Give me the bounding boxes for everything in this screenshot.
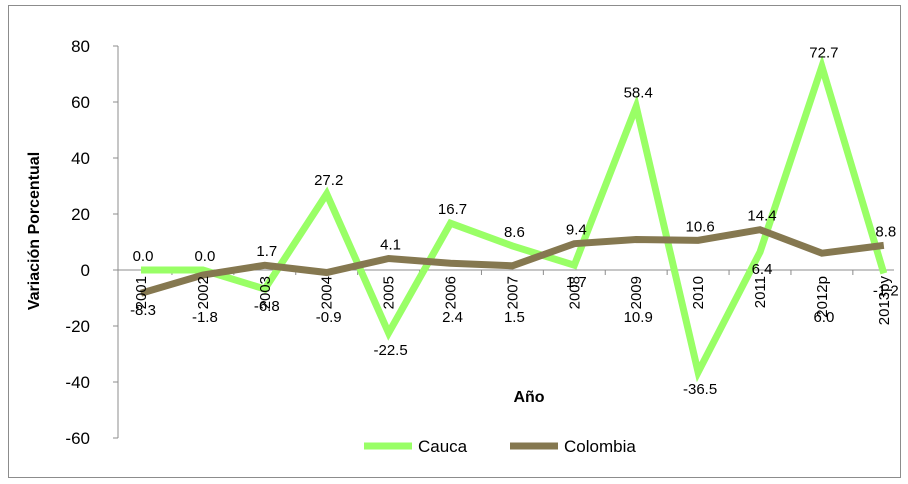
- data-label-cauca: -6.8: [254, 298, 280, 315]
- data-label-cauca: 8.6: [504, 224, 525, 241]
- data-label-cauca: -36.5: [683, 381, 717, 398]
- x-tick-label: 2005: [381, 276, 398, 309]
- series-line-cauca: [141, 54, 888, 383]
- data-label-cauca: 0.0: [133, 248, 154, 265]
- x-tick-label: 2002: [195, 276, 212, 309]
- y-tick-label: 20: [71, 205, 90, 224]
- data-label-colombia: 8.8: [875, 223, 896, 240]
- data-label-cauca: 72.7: [809, 44, 838, 61]
- y-tick-label: -40: [65, 373, 90, 392]
- legend-label-cauca: Cauca: [418, 437, 468, 456]
- data-label-colombia: 6.0: [813, 309, 834, 326]
- y-tick-label: 40: [71, 149, 90, 168]
- y-tick-label: -20: [65, 317, 90, 336]
- y-tick-label: 0: [81, 261, 90, 280]
- data-label-colombia: -1.8: [192, 309, 218, 326]
- data-label-cauca: -1.2: [873, 282, 899, 299]
- series-lines: [140, 54, 888, 383]
- y-axis-title: Variación Porcentual: [26, 152, 43, 310]
- data-label-colombia: 14.4: [747, 208, 776, 225]
- x-tick-labels: 2001 2002 2003 2004 2005 2006 2007 2008 2009 2010…: [133, 276, 893, 326]
- data-label-cauca: 16.7: [438, 201, 467, 218]
- x-tick-label: 2009: [628, 276, 645, 309]
- data-labels: 0.0 0.0 -6.8 27.2 -22.5 16.7 8.6 1.7 58.4 -36.5 6.…: [130, 44, 899, 398]
- y-tick-label: 60: [71, 93, 90, 112]
- x-tick-label: 2004: [319, 276, 336, 309]
- data-label-colombia: 10.9: [624, 309, 653, 326]
- series-line-colombia: [140, 226, 885, 297]
- data-label-cauca: -22.5: [373, 342, 407, 359]
- data-label-cauca: 58.4: [624, 84, 653, 101]
- legend: Cauca Colombia: [364, 437, 636, 456]
- data-label-colombia: 1.5: [504, 309, 525, 326]
- data-label-colombia: 2.4: [442, 309, 463, 326]
- x-tick-label: 2013py: [876, 276, 893, 326]
- data-label-colombia: 9.4: [566, 222, 587, 239]
- x-tick-label: 2003: [257, 276, 274, 309]
- x-tick-label: 2011: [752, 276, 769, 308]
- axes: 80 60 40 20 0 -20 -40 -60: [65, 37, 894, 448]
- x-tick-label: 2012p: [814, 276, 831, 318]
- x-tick-label: 2010: [690, 276, 707, 309]
- y-tick-label: 80: [71, 37, 90, 56]
- x-tick-label: 2008: [566, 276, 583, 309]
- y-tick-label: -60: [65, 429, 90, 448]
- data-label-colombia: 1.7: [256, 243, 277, 260]
- data-label-colombia: 4.1: [380, 237, 401, 254]
- legend-label-colombia: Colombia: [564, 437, 636, 456]
- chart-frame: 80 60 40 20 0 -20 -40 -60 2001 2002 2003 2004 2005 2…: [8, 5, 901, 478]
- x-tick-label: 2007: [504, 276, 521, 309]
- data-label-cauca: 1.7: [566, 274, 587, 291]
- data-label-colombia: -8.3: [130, 302, 156, 319]
- data-label-colombia: 10.6: [685, 218, 714, 235]
- x-axis-title: Año: [513, 389, 544, 406]
- x-tick-label: 2006: [443, 276, 460, 309]
- data-label-cauca: 6.4: [752, 261, 773, 278]
- x-tick-label: 2001: [133, 276, 150, 309]
- data-label-cauca: 27.2: [314, 172, 343, 189]
- data-label-cauca: 0.0: [194, 248, 215, 265]
- data-label-colombia: -0.9: [316, 309, 342, 326]
